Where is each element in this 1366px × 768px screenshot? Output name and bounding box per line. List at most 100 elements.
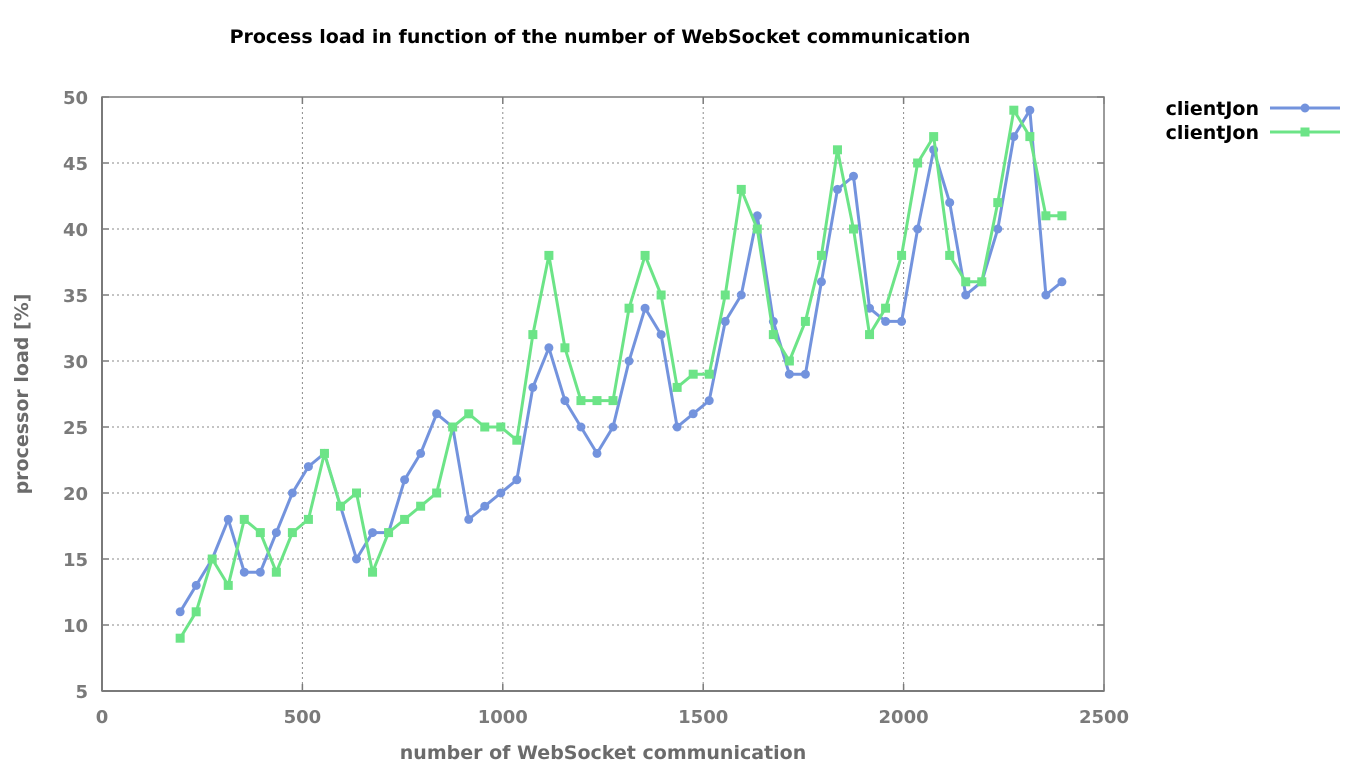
data-point [287,528,297,538]
data-point [271,528,281,538]
data-point [977,277,987,287]
x-tick-label: 0 [96,707,109,728]
y-tick-label: 15 [63,550,88,571]
x-axis-ticks: 0 500 1000 1500 2000 2500 [96,97,1129,728]
data-point [512,475,522,485]
data-point [255,528,265,538]
data-point [255,567,265,577]
data-point [303,462,313,472]
data-point [239,567,249,577]
data-point [832,184,842,194]
y-axis-ticks: 5 10 15 20 25 30 35 40 45 50 [63,88,1104,703]
data-point [223,514,233,524]
y-axis-label: processor load [%] [11,294,33,495]
x-tick-label: 1000 [478,707,528,728]
data-point [175,633,185,643]
data-point [816,277,826,287]
data-point [784,356,794,366]
data-point [849,224,858,234]
data-point [239,514,249,524]
data-point [800,369,810,379]
data-point [1025,132,1035,142]
data-point [672,382,682,392]
data-point [736,290,746,300]
data-point [496,488,506,498]
data-point [656,290,666,300]
data-point [303,514,313,524]
data-point [512,435,522,445]
data-point [384,528,394,538]
legend-item-1: clientJon [1166,98,1340,120]
data-point [448,422,458,432]
data-point [464,514,474,524]
data-point [464,409,474,419]
data-point [400,475,410,485]
data-point [335,501,345,511]
data-point [816,250,826,260]
data-point [768,330,778,340]
data-point [416,501,426,511]
data-point [720,316,730,326]
series-2 [175,105,1067,643]
x-tick-label: 2000 [879,707,929,728]
data-point [624,303,634,313]
data-point [656,330,666,340]
data-point [223,580,233,590]
y-tick-label: 20 [63,484,88,505]
data-point [496,422,506,432]
chart-title: Process load in function of the number o… [230,26,971,48]
data-point [576,396,586,406]
x-tick-label: 1500 [678,707,728,728]
grid [102,97,1104,691]
data-point [865,330,875,340]
legend-label: clientJon [1166,122,1259,144]
data-point [752,224,762,234]
plot-frame [101,96,1105,692]
data-point [1041,290,1051,300]
data-point [287,488,297,498]
y-tick-label: 10 [63,616,88,637]
data-point [592,396,602,406]
data-point [624,356,634,366]
data-point [432,409,442,419]
legend-label: clientJon [1166,98,1259,120]
data-point [544,343,554,353]
data-point [752,211,762,221]
data-point [400,514,410,524]
y-tick-label: 50 [63,88,88,109]
data-point [608,396,618,406]
data-point [704,369,714,379]
y-tick-label: 35 [63,286,88,307]
y-tick-label: 40 [63,220,88,241]
data-point [1009,132,1019,142]
data-point [271,567,281,577]
series-layer [175,105,1067,643]
data-point [672,422,682,432]
data-point [480,501,490,511]
x-tick-label: 2500 [1079,707,1129,728]
data-point [544,250,554,260]
data-point [832,145,842,155]
data-point [704,396,714,406]
data-point [881,316,891,326]
data-point [528,330,538,340]
series-line [178,108,1062,639]
legend-item-2: clientJon [1166,122,1340,144]
data-point [191,580,201,590]
data-point [913,158,923,168]
data-point [1057,211,1067,221]
data-point [929,132,939,142]
data-point [897,250,907,260]
data-point [432,488,442,498]
data-point [560,343,570,353]
data-point [592,448,602,458]
data-point [736,184,746,194]
data-point [720,290,730,300]
data-point [688,369,698,379]
data-point [1057,277,1067,287]
data-point [207,554,217,564]
data-point [945,198,955,208]
data-point [576,422,586,432]
